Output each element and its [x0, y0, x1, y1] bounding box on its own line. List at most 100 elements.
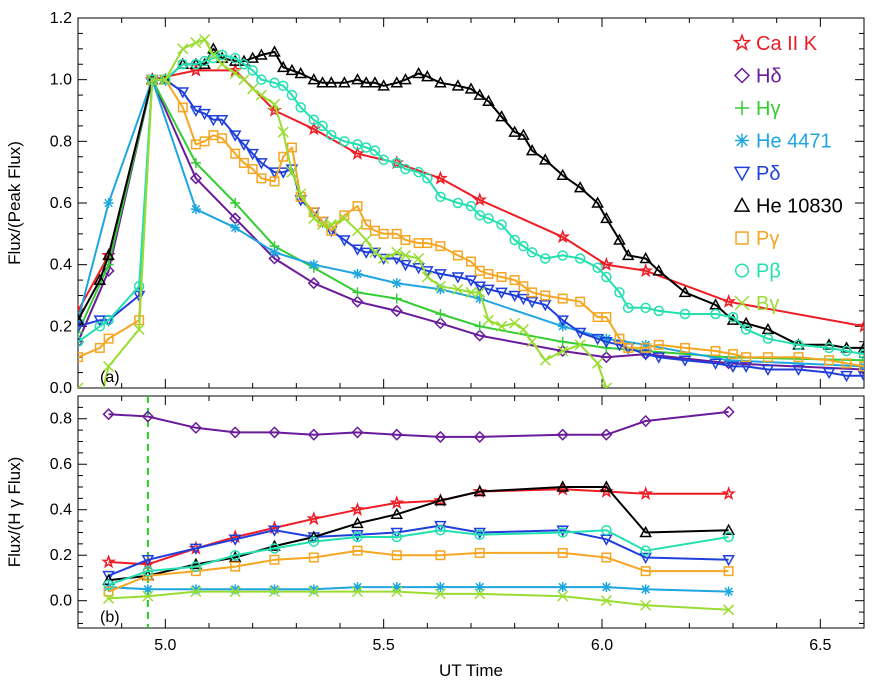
- data-point: [762, 333, 774, 344]
- legend-label: Hδ: [756, 66, 782, 88]
- data-point: [246, 148, 259, 161]
- data-point: [574, 339, 586, 351]
- data-point: [466, 256, 476, 267]
- data-point: [639, 552, 652, 565]
- data-point: [435, 524, 446, 536]
- data-point: [216, 49, 228, 61]
- data-point: [622, 302, 634, 314]
- series-line: [108, 410, 729, 438]
- data-point: [276, 167, 290, 179]
- legend-label: He 10830: [756, 196, 843, 218]
- data-point: [238, 59, 250, 70]
- data-point: [473, 88, 487, 100]
- data-point: [351, 244, 364, 256]
- data-point: [216, 58, 228, 70]
- data-point: [359, 76, 373, 88]
- data-point: [286, 142, 297, 153]
- legend-marker: [733, 166, 751, 182]
- data-point: [473, 329, 486, 342]
- data-point: [509, 317, 521, 329]
- data-point: [190, 37, 202, 49]
- data-point: [556, 428, 569, 441]
- data-point: [286, 166, 298, 178]
- data-point: [229, 549, 241, 561]
- data-point: [592, 357, 604, 369]
- data-point: [277, 126, 289, 138]
- data-point: [308, 114, 320, 125]
- data-point: [351, 225, 363, 237]
- y-tick-label: 0.2: [50, 547, 72, 564]
- series-hγ: [78, 74, 864, 366]
- data-point: [94, 342, 105, 353]
- data-point: [435, 241, 446, 252]
- data-point: [308, 259, 319, 270]
- data-point: [361, 219, 372, 230]
- data-point: [230, 584, 241, 595]
- legend: Ca II K Hδ Hγ He 4471 Pδ He 10830 Pγ Pβ Bγ: [732, 33, 843, 315]
- data-point: [824, 355, 835, 366]
- data-point: [368, 76, 382, 88]
- data-point: [378, 154, 389, 166]
- y-axis-label-b: Flux/(H γ Flux): [5, 457, 24, 568]
- data-point: [352, 201, 363, 212]
- data-point: [710, 346, 721, 356]
- data-point: [325, 219, 337, 231]
- data-point: [857, 363, 864, 376]
- data-point: [557, 547, 568, 558]
- data-point: [141, 410, 154, 423]
- data-point: [230, 561, 241, 572]
- data-point: [495, 287, 508, 299]
- series-line: [108, 524, 729, 577]
- data-point: [215, 115, 229, 127]
- legend-marker: [733, 196, 751, 212]
- data-point: [207, 49, 219, 61]
- data-point: [600, 351, 613, 364]
- data-point: [276, 60, 290, 73]
- data-point: [277, 80, 289, 92]
- data-point: [189, 421, 202, 434]
- data-point: [600, 428, 613, 441]
- data-point: [78, 321, 85, 333]
- data-point: [614, 287, 625, 298]
- data-point: [508, 290, 521, 303]
- data-point: [391, 157, 403, 169]
- data-point: [793, 352, 804, 363]
- data-point: [338, 212, 350, 224]
- data-point: [229, 426, 242, 439]
- data-point: [94, 321, 106, 332]
- data-point: [557, 582, 568, 593]
- data-point: [526, 336, 538, 348]
- data-point: [464, 275, 478, 287]
- legend-label: Bγ: [756, 293, 779, 315]
- data-point: [496, 272, 507, 282]
- data-point: [600, 211, 613, 224]
- data-point: [377, 79, 390, 91]
- data-point: [269, 247, 280, 258]
- data-point: [614, 333, 625, 344]
- data-point: [434, 76, 447, 88]
- series-pβ: [78, 49, 864, 360]
- data-point: [215, 51, 229, 63]
- data-point: [198, 57, 211, 69]
- data-point: [229, 67, 241, 80]
- data-point: [591, 196, 604, 208]
- series-hδ: [78, 73, 864, 376]
- data-point: [268, 252, 281, 265]
- data-point: [308, 552, 319, 563]
- data-point: [482, 94, 495, 106]
- series-line: [78, 69, 864, 328]
- data-point: [351, 586, 363, 598]
- data-point: [639, 414, 652, 428]
- data-point: [93, 273, 107, 285]
- data-point: [246, 51, 259, 63]
- data-point: [858, 348, 864, 360]
- data-point: [640, 599, 652, 611]
- data-point: [613, 233, 626, 245]
- data-point: [727, 311, 739, 323]
- plot-panel-b: 5.0 5.5 6.0 6.5 0.0 0.2 0.4 0.6 0.8 (b) Flux/(H …: [5, 395, 865, 680]
- data-point: [352, 268, 363, 279]
- data-point: [338, 235, 351, 247]
- data-point: [378, 228, 389, 239]
- data-point: [474, 588, 486, 600]
- data-point: [141, 555, 155, 567]
